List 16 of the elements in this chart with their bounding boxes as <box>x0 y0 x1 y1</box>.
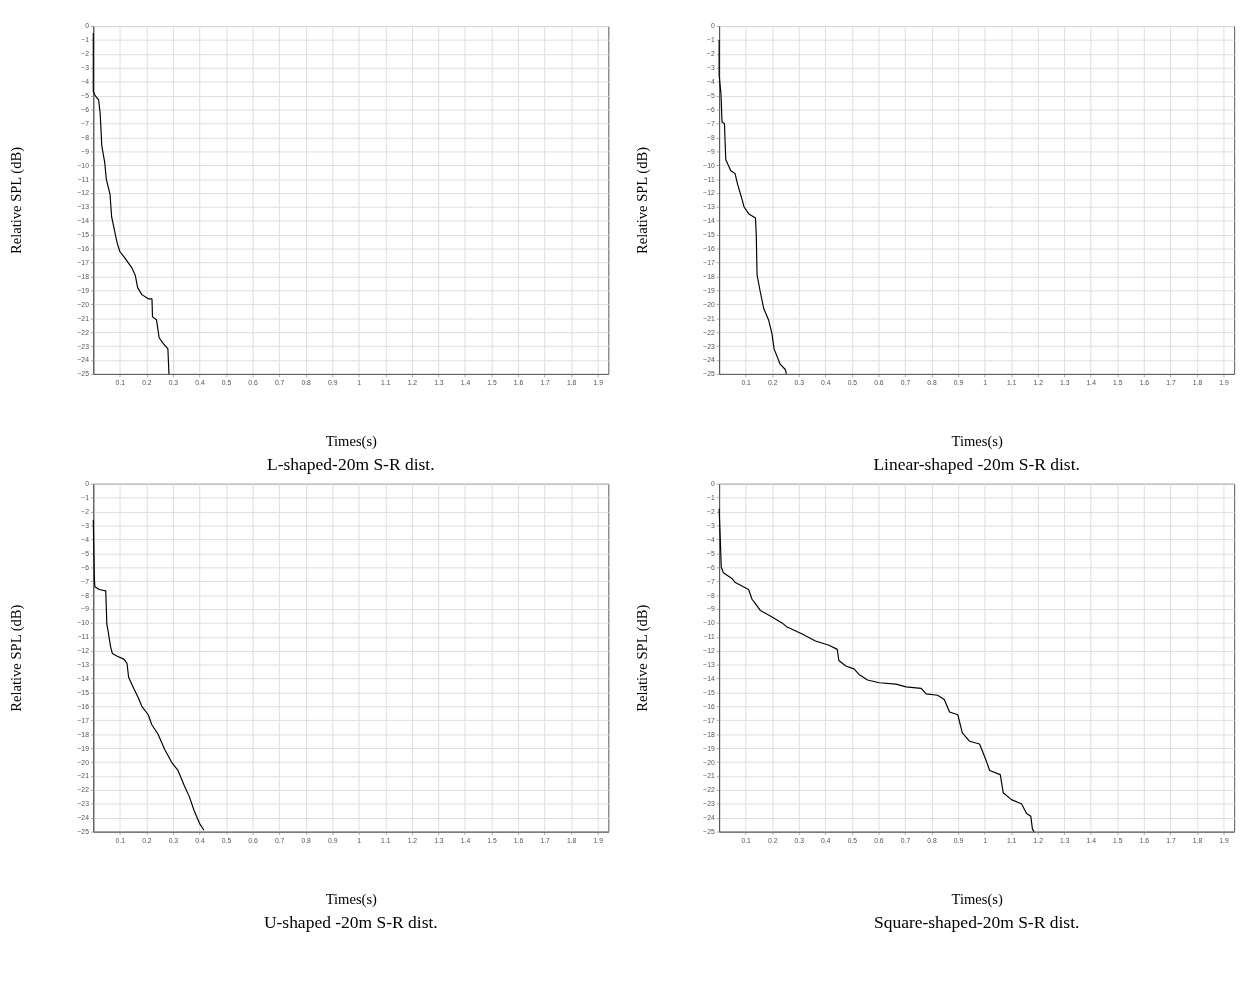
line-series <box>718 39 787 375</box>
y-axis-title: Relative SPL (dB) <box>8 604 26 712</box>
line-series <box>718 508 1035 833</box>
text: Square-shaped-20m S-R dist. <box>873 911 1080 932</box>
text: Linear-shaped -20m S-R dist. <box>873 454 1080 475</box>
x-axis-title: Times(s) <box>951 433 1003 451</box>
x-axis-title: Times(s) <box>325 891 378 909</box>
y-axis-title: Relative SPL (dB) <box>8 146 26 255</box>
y-axis-title: Relative SPL (dB) <box>633 146 651 255</box>
line-series <box>92 519 205 831</box>
text: L-shaped-20m S-R dist. <box>267 454 435 475</box>
x-axis-title: Times(s) <box>325 433 378 451</box>
line-series <box>92 32 170 375</box>
y-axis-title: Relative SPL (dB) <box>633 604 651 712</box>
text: U-shaped -20m S-R dist. <box>263 911 438 932</box>
x-axis-title: Times(s) <box>951 891 1003 909</box>
